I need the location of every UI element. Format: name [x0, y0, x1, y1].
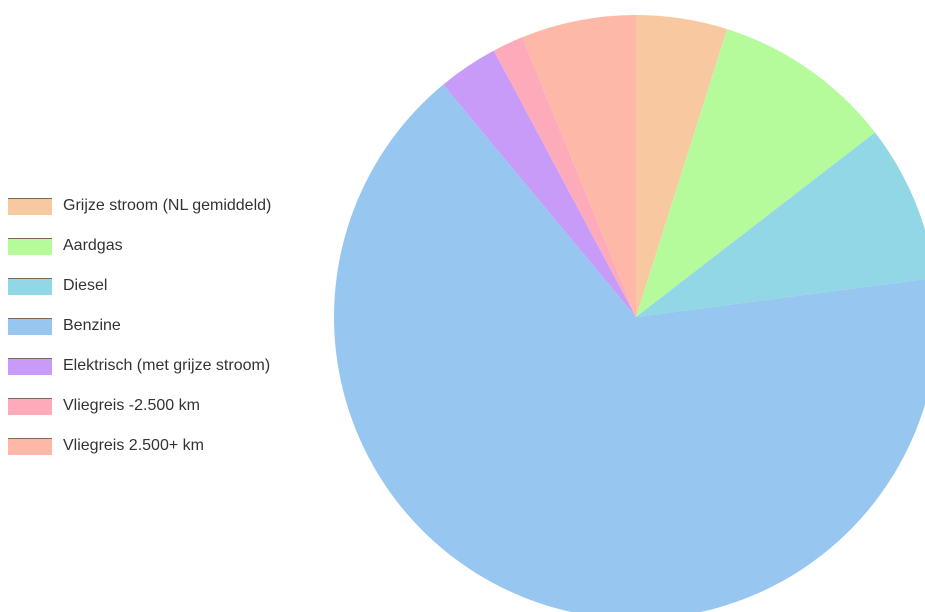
legend-item[interactable]: Benzine [8, 306, 271, 346]
legend-label: Grijze stroom (NL gemiddeld) [63, 197, 272, 214]
legend-swatch [8, 397, 52, 415]
legend-label: Vliegreis 2.500+ km [63, 437, 204, 454]
legend-swatch [8, 317, 52, 335]
pie-slice-3[interactable] [334, 84, 925, 612]
legend-label: Diesel [63, 277, 108, 294]
legend-item[interactable]: Vliegreis -2.500 km [8, 386, 271, 426]
pie-slice-6[interactable] [522, 15, 636, 317]
legend-swatch [8, 197, 52, 215]
legend-item[interactable]: Aardgas [8, 226, 271, 266]
legend-label: Benzine [63, 317, 121, 334]
legend-label: Aardgas [63, 237, 123, 254]
pie-slice-4[interactable] [443, 50, 636, 318]
legend-item[interactable]: Vliegreis 2.500+ km [8, 426, 271, 466]
legend-item[interactable]: Diesel [8, 266, 271, 306]
pie-slice-1[interactable] [636, 29, 876, 317]
legend-item[interactable]: Elektrisch (met grijze stroom) [8, 346, 271, 386]
legend-item[interactable]: Grijze stroom (NL gemiddeld) [8, 186, 271, 226]
legend-swatch [8, 237, 52, 255]
legend-swatch [8, 277, 52, 295]
legend-swatch [8, 357, 52, 375]
pie-slice-0[interactable] [636, 15, 728, 317]
pie-slice-5[interactable] [493, 37, 636, 318]
legend-label: Elektrisch (met grijze stroom) [63, 357, 271, 374]
pie-slice-2[interactable] [636, 132, 925, 317]
legend-label: Vliegreis -2.500 km [63, 397, 200, 414]
legend-swatch [8, 437, 52, 455]
legend: Grijze stroom (NL gemiddeld) Aardgas Diese… [8, 186, 271, 466]
